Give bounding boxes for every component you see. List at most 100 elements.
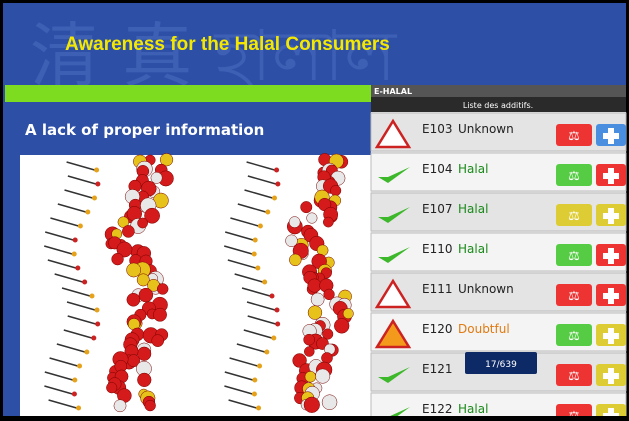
atom bbox=[139, 288, 153, 302]
atom bbox=[252, 392, 257, 397]
atom bbox=[262, 280, 267, 285]
atom bbox=[76, 406, 81, 411]
atom bbox=[84, 350, 89, 355]
scale-glyph: ⚖ bbox=[568, 209, 580, 224]
atom bbox=[258, 224, 263, 229]
page: 清 真 হালাল Awareness for the Halal Consum… bbox=[0, 0, 629, 421]
scale-glyph: ⚖ bbox=[568, 249, 580, 264]
additive-code: E104 bbox=[422, 162, 453, 176]
additive-status: Halal bbox=[458, 162, 488, 176]
atom bbox=[301, 201, 312, 212]
atom bbox=[145, 400, 156, 411]
atom bbox=[305, 371, 316, 382]
bottom-border bbox=[0, 416, 629, 421]
additive-status: Halal bbox=[458, 202, 488, 216]
app-header: E-HALAL bbox=[374, 87, 412, 96]
atom bbox=[95, 182, 100, 187]
list-title: Liste des additifs. bbox=[463, 101, 533, 110]
atom bbox=[252, 252, 257, 257]
atom bbox=[304, 397, 320, 413]
atom bbox=[72, 392, 77, 397]
additive-code: E121 bbox=[422, 362, 453, 376]
additive-status: Doubtful bbox=[458, 322, 510, 336]
atom bbox=[289, 254, 301, 266]
atom bbox=[323, 217, 333, 227]
atom bbox=[265, 210, 270, 215]
atom bbox=[334, 318, 349, 333]
atom bbox=[308, 306, 322, 320]
atom bbox=[137, 218, 147, 228]
atom bbox=[75, 266, 80, 271]
additive-code: E120 bbox=[422, 322, 453, 336]
watermark: 清 真 হালাল bbox=[30, 15, 398, 97]
additive-code: E122 bbox=[422, 402, 453, 416]
atom bbox=[255, 266, 260, 271]
counter: 17/639 bbox=[485, 360, 517, 370]
atom bbox=[137, 373, 151, 387]
slide-title: Awareness for the Halal Consumers bbox=[65, 34, 390, 55]
atom bbox=[322, 395, 337, 410]
atom bbox=[122, 225, 134, 237]
atom bbox=[270, 294, 275, 299]
atom bbox=[91, 336, 96, 341]
scale-glyph: ⚖ bbox=[568, 169, 580, 184]
atom bbox=[72, 378, 77, 383]
scale-glyph: ⚖ bbox=[568, 289, 580, 304]
atom bbox=[343, 308, 353, 318]
atom bbox=[112, 253, 124, 265]
atom bbox=[304, 334, 315, 345]
additive-status: Halal bbox=[458, 402, 488, 416]
scale-glyph: ⚖ bbox=[568, 329, 580, 344]
atom bbox=[157, 283, 168, 294]
atom bbox=[72, 252, 77, 257]
atom bbox=[78, 224, 83, 229]
atom bbox=[272, 196, 277, 201]
additive-code: E103 bbox=[422, 122, 453, 136]
atom bbox=[275, 182, 280, 187]
atom bbox=[289, 217, 300, 228]
atom bbox=[77, 364, 82, 369]
atom bbox=[114, 400, 126, 412]
atom bbox=[152, 335, 164, 347]
atom bbox=[153, 308, 166, 321]
additive-status: Halal bbox=[458, 242, 488, 256]
atom bbox=[271, 336, 276, 341]
atom bbox=[73, 238, 78, 243]
additive-code: E110 bbox=[422, 242, 453, 256]
atom bbox=[95, 308, 100, 313]
atom bbox=[274, 168, 279, 173]
atom bbox=[311, 293, 324, 306]
app-panel: E-HALAL Liste des additifs. E103 Unknown ⚖… bbox=[371, 85, 626, 421]
scale-glyph: ⚖ bbox=[568, 129, 580, 144]
additive-status: Unknown bbox=[458, 282, 514, 296]
atom bbox=[304, 347, 314, 357]
additive-code: E111 bbox=[422, 282, 453, 296]
atom bbox=[275, 322, 280, 327]
atom bbox=[95, 322, 100, 327]
atom bbox=[151, 172, 162, 183]
atom bbox=[90, 294, 95, 299]
atom bbox=[257, 364, 262, 369]
atom bbox=[82, 280, 87, 285]
atom bbox=[94, 168, 99, 173]
atom bbox=[92, 196, 97, 201]
slide-subtitle: A lack of proper information bbox=[25, 121, 264, 139]
atom bbox=[264, 350, 269, 355]
atom bbox=[252, 378, 257, 383]
atom bbox=[315, 369, 330, 384]
green-bar bbox=[5, 85, 371, 102]
scale-glyph: ⚖ bbox=[568, 369, 580, 384]
atom bbox=[127, 293, 140, 306]
atom bbox=[307, 213, 318, 224]
atom bbox=[330, 185, 341, 196]
atom bbox=[106, 382, 117, 393]
atom bbox=[85, 210, 90, 215]
atom bbox=[256, 406, 261, 411]
slide: 清 真 হালাল Awareness for the Halal Consum… bbox=[0, 0, 629, 421]
atom bbox=[308, 279, 322, 293]
atom bbox=[127, 263, 141, 277]
atom bbox=[253, 238, 258, 243]
additive-code: E107 bbox=[422, 202, 453, 216]
atom bbox=[275, 308, 280, 313]
additive-status: Unknown bbox=[458, 122, 514, 136]
